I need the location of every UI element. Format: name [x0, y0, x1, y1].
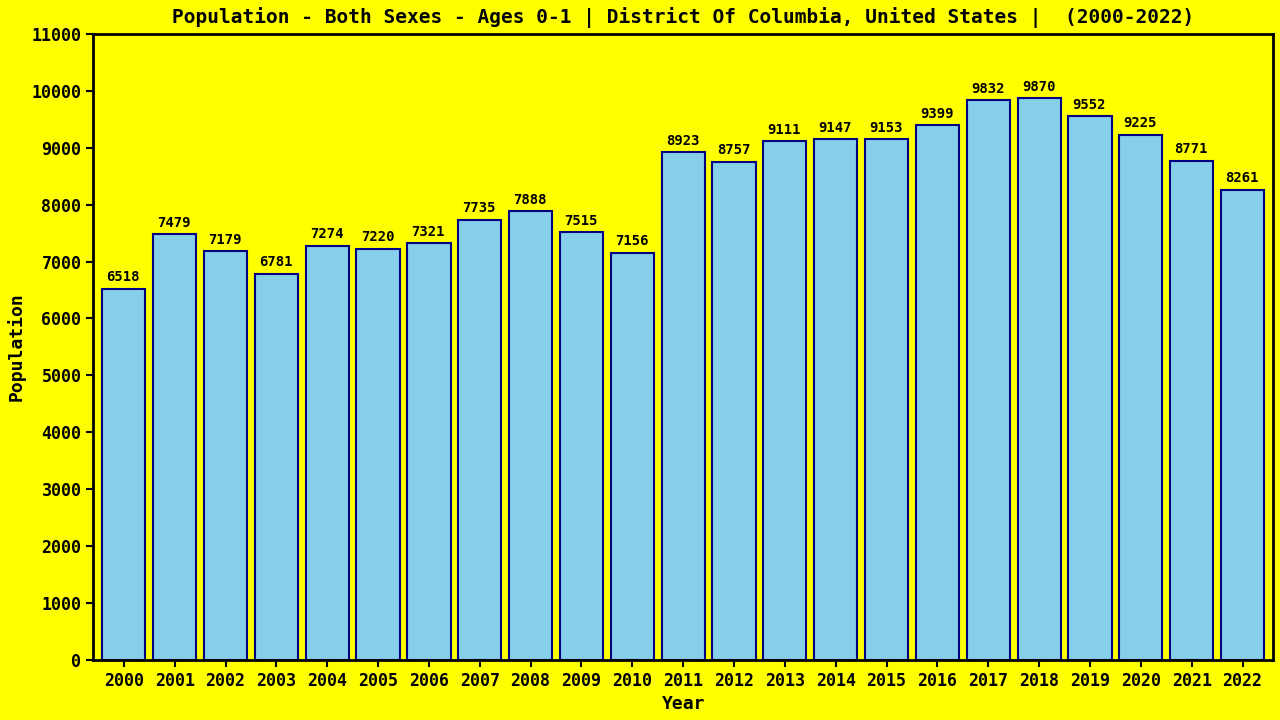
Text: 9552: 9552 [1073, 98, 1106, 112]
Bar [1170, 161, 1213, 660]
Text: 6518: 6518 [106, 271, 140, 284]
Text: 7156: 7156 [614, 234, 649, 248]
Text: 8923: 8923 [666, 134, 699, 148]
Bar [458, 220, 502, 660]
Bar [1018, 99, 1061, 660]
Text: 8261: 8261 [1225, 171, 1258, 185]
Text: 7479: 7479 [157, 216, 191, 230]
Text: 9399: 9399 [920, 107, 954, 120]
Bar [356, 249, 399, 660]
Y-axis label: Population: Population [6, 292, 26, 401]
Bar [154, 234, 196, 660]
Text: 6781: 6781 [259, 256, 293, 269]
Bar [102, 289, 146, 660]
Bar [255, 274, 298, 660]
Bar [407, 243, 451, 660]
Text: 9225: 9225 [1124, 117, 1157, 130]
Bar [611, 253, 654, 660]
Bar [662, 152, 705, 660]
Text: 9153: 9153 [869, 120, 902, 135]
Text: 7321: 7321 [412, 225, 445, 239]
Text: 9147: 9147 [818, 121, 852, 135]
Bar [713, 161, 755, 660]
Bar [509, 211, 552, 660]
Bar [204, 251, 247, 660]
Text: 9832: 9832 [972, 82, 1005, 96]
Title: Population - Both Sexes - Ages 0-1 | District Of Columbia, United States |  (200: Population - Both Sexes - Ages 0-1 | Dis… [172, 7, 1194, 28]
Text: 9870: 9870 [1021, 80, 1055, 94]
Text: 8771: 8771 [1175, 143, 1208, 156]
Text: 8757: 8757 [717, 143, 750, 157]
Bar [1221, 190, 1265, 660]
Bar [1069, 117, 1111, 660]
Bar [966, 101, 1010, 660]
Bar [763, 142, 806, 660]
Bar [915, 125, 959, 660]
Bar [814, 140, 858, 660]
Text: 7735: 7735 [462, 201, 495, 215]
Text: 7274: 7274 [310, 228, 343, 241]
Text: 7515: 7515 [564, 214, 598, 228]
Bar [559, 233, 603, 660]
Text: 7179: 7179 [209, 233, 242, 247]
Bar [306, 246, 349, 660]
Bar [1119, 135, 1162, 660]
Bar [865, 139, 909, 660]
Text: 7220: 7220 [361, 230, 394, 245]
Text: 9111: 9111 [768, 123, 801, 137]
Text: 7888: 7888 [513, 192, 547, 207]
X-axis label: Year: Year [662, 695, 705, 713]
